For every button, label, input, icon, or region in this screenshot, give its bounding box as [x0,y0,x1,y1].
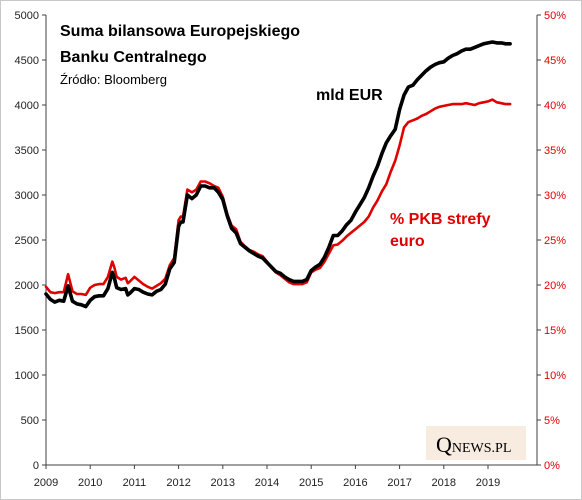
y-right-tick-label: 25% [544,235,566,247]
y-right-ticks: 0% 5% 10% 15% 20% 25% 30% 35% 40% 45% 50% [537,10,566,472]
y-left-tick-label: 1500 [15,325,39,337]
chart-title: Suma bilansowa Europejskiego Banku Centr… [60,23,300,66]
y-right-tick-label: 30% [544,190,566,202]
chart-title-line-2: Banku Centralnego [60,49,207,66]
y-right-tick-label: 15% [544,325,566,337]
y-right-tick-label: 10% [544,370,566,382]
x-tick-label: 2016 [343,477,367,489]
logo-rest: NEWS.PL [452,441,512,456]
series-label-eur: mld EUR [316,87,383,104]
x-ticks: 2009 2010 2011 2012 2013 2014 2015 2016 2017 2018… [34,465,500,489]
y-right-tick-label: 5% [544,415,560,427]
x-tick-label: 2019 [476,477,500,489]
x-tick-label: 2011 [123,477,147,489]
y-left-tick-label: 500 [21,415,39,427]
x-tick-label: 2012 [166,477,190,489]
y-right-tick-label: 40% [544,100,566,112]
y-left-tick-label: 3500 [15,145,39,157]
y-left-tick-label: 0 [33,460,39,472]
x-tick-label: 2013 [211,477,235,489]
y-right-tick-label: 50% [544,10,566,22]
series-line-eur [44,40,512,309]
source-note: Źródło: Bloomberg [60,72,167,87]
logo-q: Q [436,432,452,457]
y-left-tick-label: 3000 [15,190,39,202]
y-left-tick-label: 1000 [15,370,39,382]
x-tick-label: 2015 [299,477,323,489]
y-left-tick-label: 5000 [15,10,39,22]
logo-background [426,426,526,460]
y-left-ticks: 0 500 1000 1500 2000 2500 3000 3500 4000 4500 5000 [15,10,46,472]
x-tick-label: 2010 [78,477,102,489]
x-tick-label: 2018 [432,477,456,489]
logo: QNEWS.PL [426,426,526,460]
y-left-tick-label: 4500 [15,55,39,67]
y-left-tick-label: 2500 [15,235,39,247]
y-right-tick-label: 35% [544,145,566,157]
y-left-tick-label: 2000 [15,280,39,292]
logo-text: QNEWS.PL [436,432,511,457]
series-layer [44,40,512,309]
y-left-tick-label: 4000 [15,100,39,112]
x-tick-label: 2017 [387,477,411,489]
y-right-tick-label: 0% [544,460,560,472]
series-label-pkb-line-2: euro [390,233,425,250]
series-line-pkb [44,98,512,297]
x-tick-label: 2014 [255,477,279,489]
x-tick-label: 2009 [34,477,58,489]
y-right-tick-label: 45% [544,55,566,67]
chart-title-line-1: Suma bilansowa Europejskiego [60,23,300,40]
y-right-tick-label: 20% [544,280,566,292]
series-label-pkb-line-1: % PKB strefy [390,211,491,228]
